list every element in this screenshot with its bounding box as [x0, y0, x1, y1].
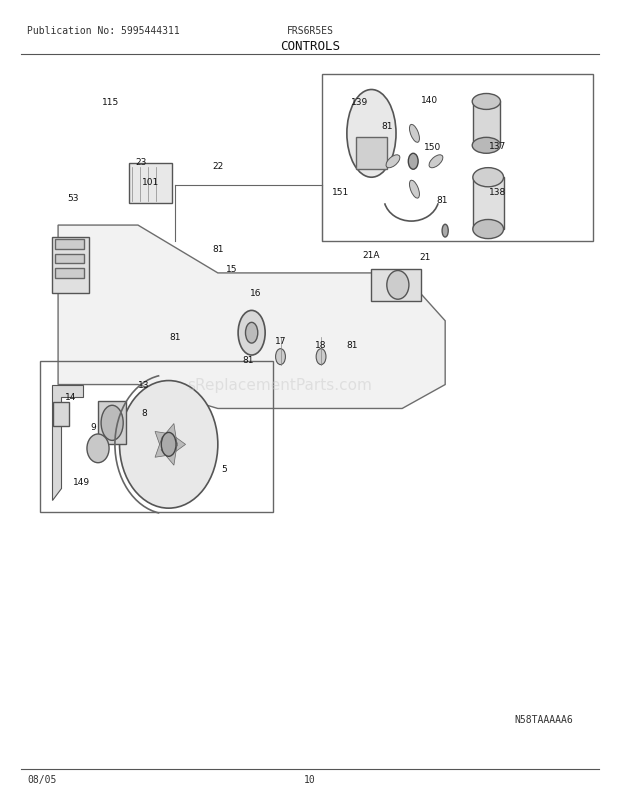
Text: 53: 53 [68, 193, 79, 202]
Ellipse shape [473, 221, 503, 239]
Bar [473, 103, 500, 146]
Text: 10: 10 [304, 774, 316, 784]
Text: FRS6R5ES: FRS6R5ES [286, 26, 334, 35]
Ellipse shape [246, 323, 258, 343]
Polygon shape [52, 385, 82, 500]
Bar [322, 75, 593, 241]
Bar [52, 237, 89, 294]
Text: 149: 149 [73, 478, 90, 487]
Bar [40, 361, 273, 512]
Bar [55, 254, 84, 264]
FancyArrow shape [169, 434, 185, 456]
Text: 22: 22 [212, 161, 223, 171]
Bar [55, 240, 84, 249]
Ellipse shape [316, 349, 326, 365]
FancyArrow shape [161, 424, 177, 447]
Text: 14: 14 [64, 392, 76, 402]
Text: 21: 21 [420, 253, 431, 262]
Text: 15: 15 [226, 265, 237, 274]
Text: 5: 5 [221, 464, 227, 473]
Ellipse shape [473, 168, 503, 188]
Text: 8: 8 [141, 408, 147, 418]
FancyArrow shape [155, 432, 172, 452]
Bar [356, 138, 387, 170]
FancyArrow shape [161, 443, 177, 466]
FancyArrow shape [155, 437, 172, 458]
Ellipse shape [409, 181, 420, 199]
Text: 21A: 21A [363, 251, 380, 260]
Text: 9: 9 [91, 422, 97, 431]
Text: 81: 81 [436, 196, 448, 205]
Text: 138: 138 [489, 188, 506, 196]
Text: N58TAAAAA6: N58TAAAAA6 [514, 715, 573, 724]
Ellipse shape [386, 156, 400, 168]
Ellipse shape [276, 349, 285, 365]
Bar [98, 401, 126, 445]
Ellipse shape [87, 435, 109, 463]
Bar [473, 178, 503, 229]
Ellipse shape [472, 138, 500, 154]
Text: 13: 13 [138, 381, 150, 390]
Text: 151: 151 [332, 188, 349, 196]
Text: sReplacementParts.com: sReplacementParts.com [187, 378, 372, 392]
Text: 17: 17 [275, 337, 286, 346]
Text: 08/05: 08/05 [27, 774, 57, 784]
Text: 23: 23 [135, 157, 147, 167]
Bar [53, 403, 69, 427]
Ellipse shape [238, 311, 265, 355]
Text: 137: 137 [489, 142, 506, 151]
Ellipse shape [409, 154, 418, 170]
Bar [129, 164, 172, 204]
Ellipse shape [387, 271, 409, 300]
Text: 115: 115 [102, 98, 119, 107]
Ellipse shape [347, 91, 396, 178]
Text: 81: 81 [243, 355, 254, 364]
Ellipse shape [429, 156, 443, 168]
Text: 81: 81 [381, 122, 392, 131]
Text: 139: 139 [350, 98, 368, 107]
Ellipse shape [472, 95, 500, 111]
Text: CONTROLS: CONTROLS [280, 40, 340, 53]
Ellipse shape [409, 125, 420, 143]
Text: 81: 81 [212, 245, 224, 254]
Ellipse shape [120, 381, 218, 508]
Text: 140: 140 [421, 95, 438, 104]
Text: 16: 16 [250, 289, 262, 298]
Text: 81: 81 [169, 333, 180, 342]
Polygon shape [58, 226, 445, 409]
Bar [371, 269, 420, 302]
Ellipse shape [161, 433, 176, 457]
Text: 101: 101 [141, 177, 159, 187]
Ellipse shape [101, 406, 123, 441]
Bar [55, 269, 84, 278]
Ellipse shape [442, 225, 448, 237]
Text: 150: 150 [424, 144, 441, 152]
Text: 81: 81 [346, 341, 358, 350]
Text: Publication No: 5995444311: Publication No: 5995444311 [27, 26, 180, 35]
Text: 18: 18 [316, 341, 327, 350]
